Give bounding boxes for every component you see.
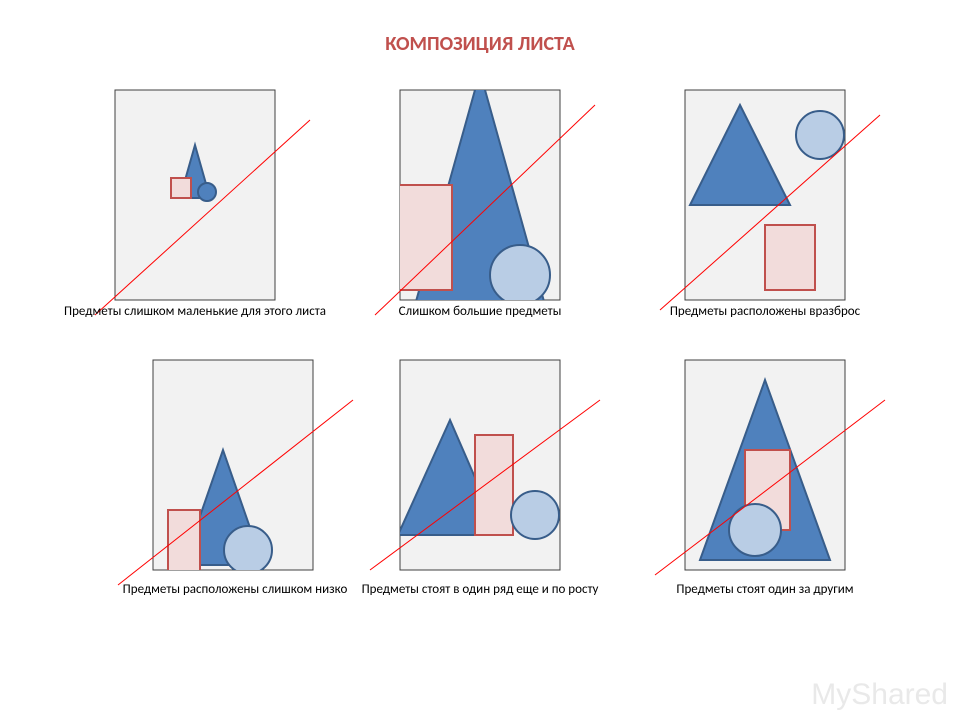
composition-panel	[685, 360, 845, 570]
composition-panel	[400, 90, 560, 300]
composition-panel	[400, 360, 560, 570]
composition-panel	[115, 90, 275, 300]
panel-caption: Предметы стоят один за другим	[640, 582, 890, 597]
composition-panel	[685, 90, 845, 300]
composition-panel	[153, 360, 313, 570]
watermark-text: MyShared	[811, 678, 948, 712]
panel-caption: Предметы стоят в один ряд еще и по росту	[340, 582, 620, 597]
panel-caption: Предметы расположены слишком низко	[100, 582, 370, 597]
